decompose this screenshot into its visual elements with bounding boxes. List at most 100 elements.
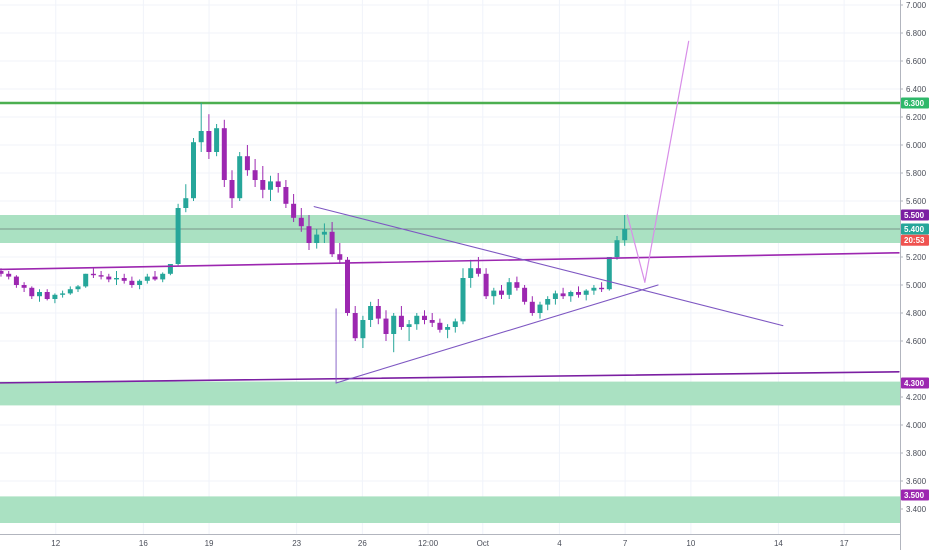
candle[interactable] (414, 313, 420, 330)
trendline[interactable] (0, 252, 900, 271)
price-badge-label: 5.500 (904, 211, 925, 220)
candle[interactable] (599, 282, 605, 292)
candle[interactable] (437, 318, 443, 333)
candle-body (583, 290, 589, 295)
candles[interactable] (0, 103, 628, 353)
candle[interactable] (506, 278, 512, 299)
trendlines[interactable] (0, 40, 900, 384)
candle[interactable] (560, 287, 566, 299)
candle[interactable] (429, 313, 435, 327)
candle[interactable] (422, 310, 427, 325)
candle[interactable] (237, 152, 243, 201)
time-tick-label: Oct (477, 539, 490, 548)
candle[interactable] (483, 268, 489, 299)
candle[interactable] (206, 114, 212, 159)
candle[interactable] (583, 289, 589, 301)
candle[interactable] (622, 215, 628, 246)
trendline[interactable] (626, 214, 646, 283)
candle[interactable] (90, 268, 96, 278)
candle[interactable] (175, 203, 181, 266)
trendline[interactable] (335, 284, 659, 384)
candle[interactable] (121, 273, 127, 284)
candle[interactable] (529, 296, 535, 316)
candle[interactable] (345, 257, 350, 316)
candle-body (6, 273, 12, 277)
candle-body (383, 318, 389, 334)
candle[interactable] (229, 170, 235, 208)
candle[interactable] (314, 229, 320, 249)
candle[interactable] (275, 173, 281, 193)
candle[interactable] (552, 290, 558, 305)
candle[interactable] (252, 159, 258, 187)
candle[interactable] (214, 124, 220, 157)
time-axis[interactable]: 12 16 19 23 26 12:00 Oct 4 7 10 14 17 (0, 534, 900, 550)
candle-body (129, 280, 135, 285)
candle[interactable] (129, 276, 135, 288)
candle[interactable] (260, 166, 266, 199)
candle[interactable] (183, 184, 189, 213)
candle[interactable] (298, 208, 304, 232)
candle[interactable] (445, 324, 451, 339)
candle[interactable] (614, 236, 620, 260)
trendline[interactable] (313, 206, 784, 327)
candle[interactable] (514, 276, 520, 291)
candle[interactable] (283, 180, 289, 208)
candle[interactable] (244, 145, 250, 176)
candle[interactable] (606, 257, 612, 291)
candle[interactable] (591, 285, 597, 295)
candle[interactable] (6, 271, 12, 280)
candle-body (106, 276, 112, 280)
candle[interactable] (406, 320, 412, 341)
candle[interactable] (398, 306, 404, 330)
candle[interactable] (568, 290, 574, 302)
candle[interactable] (491, 287, 497, 305)
candle[interactable] (191, 138, 196, 201)
candle[interactable] (52, 293, 58, 304)
candle[interactable] (44, 289, 50, 301)
candle[interactable] (368, 301, 374, 327)
candle[interactable] (137, 279, 143, 290)
candle[interactable] (37, 289, 42, 302)
candle[interactable] (98, 271, 104, 280)
candle[interactable] (576, 286, 581, 298)
candle[interactable] (375, 299, 381, 325)
candle[interactable] (522, 285, 528, 305)
candle[interactable] (545, 296, 551, 311)
candle[interactable] (21, 282, 27, 292)
candle[interactable] (391, 313, 397, 353)
candle[interactable] (352, 306, 358, 341)
candle[interactable] (537, 301, 543, 319)
candle[interactable] (60, 290, 66, 298)
candle[interactable] (198, 103, 204, 152)
candle[interactable] (337, 243, 343, 264)
candle[interactable] (383, 310, 389, 341)
candle[interactable] (144, 273, 150, 284)
price-badge: 5.500 (901, 209, 929, 221)
candle[interactable] (83, 273, 89, 288)
candle[interactable] (160, 272, 166, 283)
candle[interactable] (67, 286, 73, 295)
candle[interactable] (221, 119, 227, 187)
candle[interactable] (114, 271, 119, 285)
candle[interactable] (75, 285, 81, 292)
candle[interactable] (106, 273, 112, 283)
candle[interactable] (306, 215, 312, 250)
candle[interactable] (152, 271, 158, 281)
candle[interactable] (468, 259, 474, 288)
candle[interactable] (268, 175, 273, 201)
candle[interactable] (13, 275, 19, 288)
candle[interactable] (460, 268, 466, 325)
trendline[interactable] (644, 40, 690, 283)
candle[interactable] (329, 222, 335, 257)
candle[interactable] (360, 315, 366, 348)
price-tick-label: 7.000 (906, 1, 927, 10)
candle[interactable] (321, 223, 327, 243)
candle-body (198, 131, 204, 143)
trendline[interactable] (0, 370, 900, 384)
candle[interactable] (291, 194, 297, 222)
candle[interactable] (452, 318, 458, 333)
candle[interactable] (29, 286, 35, 299)
price-axis[interactable]: 7.000 6.800 6.600 6.400 6.200 6.000 5.800 5.600… (900, 0, 932, 550)
candle[interactable] (499, 285, 504, 299)
